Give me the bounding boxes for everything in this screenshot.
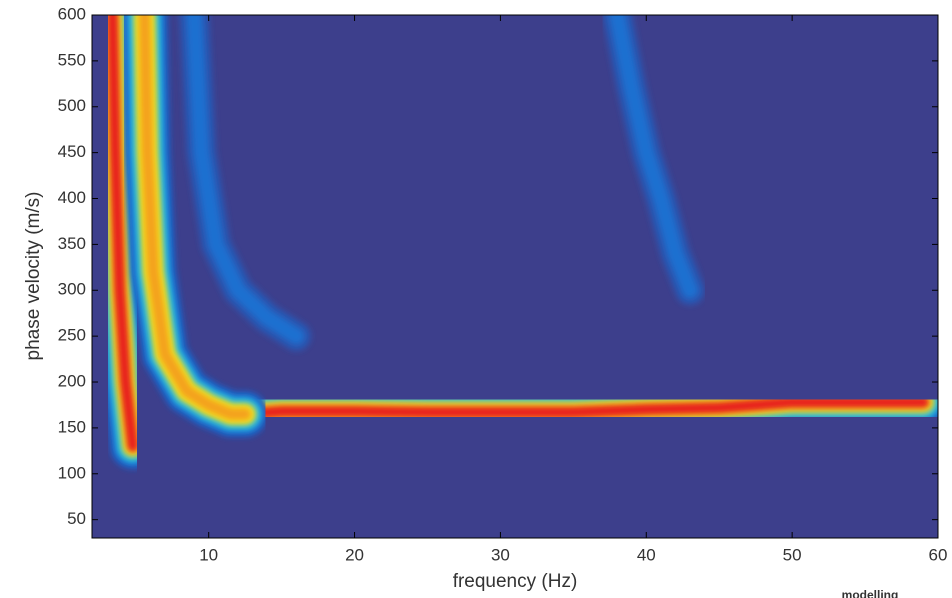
y-tick-label: 150 <box>58 417 86 436</box>
plot-frame <box>91 14 939 539</box>
y-tick-label: 600 <box>58 4 86 23</box>
x-tick-label: 30 <box>491 545 510 564</box>
y-tick-label: 200 <box>58 372 86 391</box>
x-tick-label: 20 <box>345 545 364 564</box>
ridge <box>239 396 930 421</box>
x-tick-label: 10 <box>199 545 218 564</box>
ridge <box>609 15 699 299</box>
y-axis-label: phase velocity (m/s) <box>23 192 44 361</box>
y-tick-label: 400 <box>58 188 86 207</box>
x-tick-label: 50 <box>783 545 802 564</box>
ridge <box>106 15 139 453</box>
ridge <box>186 15 305 345</box>
x-axis-label: frequency (Hz) <box>453 571 578 592</box>
ridge <box>138 15 252 421</box>
y-tick-label: 450 <box>58 142 86 161</box>
y-tick-label: 300 <box>58 280 86 299</box>
plot-area <box>92 15 938 470</box>
y-tick-label: 500 <box>58 96 86 115</box>
y-tick-label: 250 <box>58 326 86 345</box>
x-tick-label: 40 <box>637 545 656 564</box>
x-tick-label: 60 <box>929 545 948 564</box>
annotation: modelling <box>842 588 899 598</box>
y-tick-label: 50 <box>67 509 86 528</box>
y-tick-label: 100 <box>58 463 86 482</box>
y-tick-label: 350 <box>58 234 86 253</box>
y-tick-label: 550 <box>58 50 86 69</box>
